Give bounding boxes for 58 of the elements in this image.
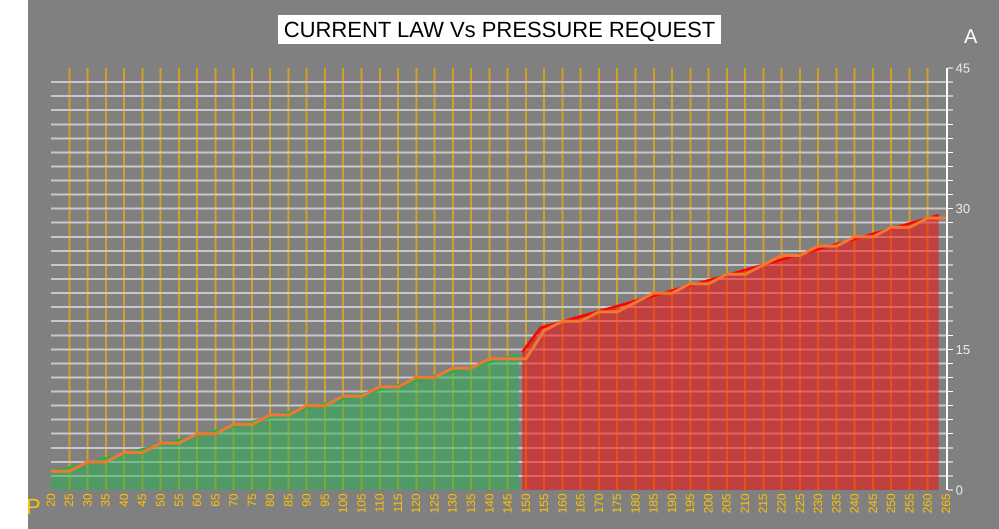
x-tick-label: 25 — [62, 493, 76, 507]
x-tick-label: 90 — [300, 493, 314, 507]
x-tick-label: 65 — [208, 493, 222, 507]
x-tick-label: 190 — [664, 493, 679, 514]
x-tick-label: 180 — [628, 493, 642, 514]
x-tick-label: 100 — [336, 493, 350, 514]
x-tick-label: 160 — [555, 493, 570, 514]
y-tick-label: 15 — [956, 342, 970, 357]
x-tick-label: 20 — [44, 493, 58, 507]
x-tick-label: 165 — [574, 493, 588, 514]
x-tick-label: 195 — [683, 493, 698, 514]
y-tick-label: 30 — [956, 201, 970, 216]
x-axis-title: P — [26, 494, 41, 519]
x-tick-label: 120 — [409, 493, 424, 514]
x-tick-label: 70 — [226, 493, 241, 507]
y-tick-label: 45 — [956, 60, 970, 76]
x-tick-label: 125 — [427, 493, 442, 514]
x-tick-label: 45 — [135, 493, 150, 507]
x-tick-label: 235 — [829, 493, 844, 514]
x-tick-label: 230 — [811, 493, 826, 514]
x-tick-label: 240 — [848, 493, 862, 514]
x-tick-label: 130 — [446, 493, 460, 514]
x-tick-label: 150 — [518, 493, 533, 514]
x-tick-label: 210 — [738, 493, 752, 514]
x-tick-label: 85 — [281, 493, 296, 507]
x-tick-label: 170 — [592, 493, 606, 514]
x-tick-label: 220 — [774, 493, 789, 514]
chart-title: CURRENT LAW Vs PRESSURE REQUEST — [278, 15, 722, 44]
x-tick-label: 110 — [372, 493, 387, 513]
y-tick-label: 0 — [956, 482, 963, 498]
x-tick-label: 75 — [244, 493, 259, 507]
x-tick-label: 140 — [482, 493, 496, 514]
x-tick-label: 30 — [80, 493, 94, 507]
x-tick-label: 200 — [701, 493, 716, 514]
x-tick-label: 225 — [792, 493, 807, 514]
x-tick-label: 60 — [190, 493, 204, 507]
x-tick-label: 205 — [720, 493, 734, 514]
x-tick-label: 115 — [390, 493, 405, 513]
x-tick-label: 255 — [902, 493, 916, 514]
x-tick-label: 55 — [172, 493, 186, 507]
x-tick-label: 155 — [537, 493, 552, 514]
x-tick-label: 80 — [263, 493, 278, 507]
x-tick-label: 50 — [153, 493, 168, 507]
x-tick-label: 250 — [884, 493, 898, 514]
line-series — [51, 216, 946, 473]
x-tick-label: 245 — [866, 493, 880, 514]
x-tick-label: 145 — [500, 493, 515, 514]
x-tick-label: 95 — [318, 493, 332, 507]
y-axis-title: A — [964, 26, 978, 48]
x-tick-label: 135 — [464, 493, 478, 514]
x-tick-label: 185 — [646, 493, 661, 514]
x-tick-label: 265 — [938, 493, 953, 514]
x-tick-label: 260 — [920, 493, 935, 514]
x-tick-label: 40 — [116, 493, 131, 507]
x-tick-label: 175 — [610, 493, 624, 514]
x-tick-label: 215 — [756, 493, 770, 514]
x-tick-label: 35 — [98, 493, 113, 507]
x-tick-label: 105 — [354, 493, 368, 514]
